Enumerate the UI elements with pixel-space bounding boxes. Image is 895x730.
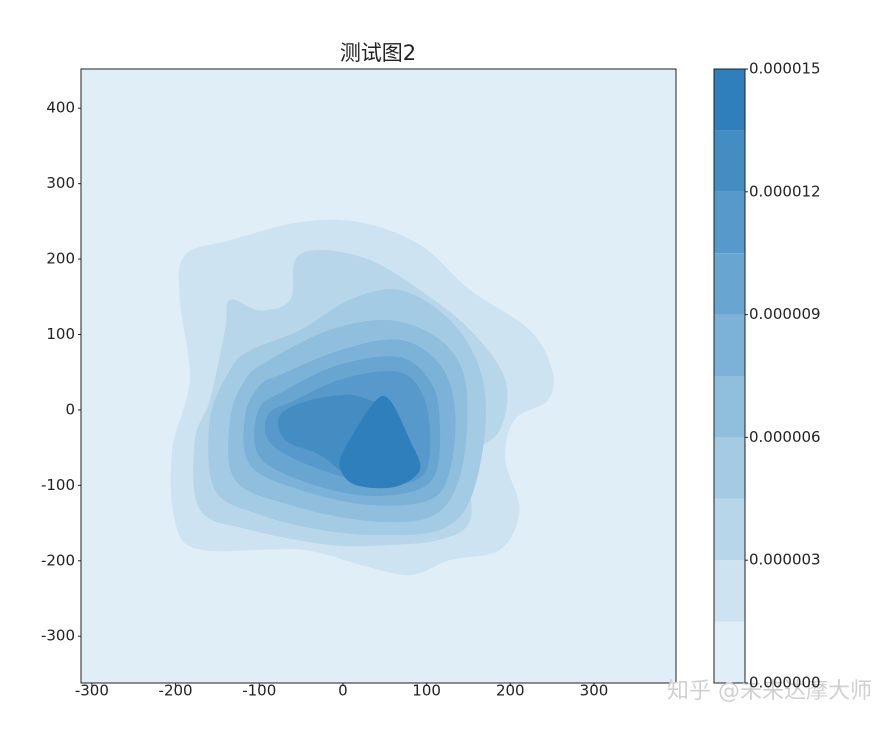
x-tick-label: -200 xyxy=(159,682,193,700)
colorbar-tick-label: 0.000012 xyxy=(749,182,821,200)
y-tick-label: 100 xyxy=(46,325,75,343)
colorbar-band xyxy=(714,191,745,254)
x-tick-label: 0 xyxy=(338,682,348,700)
colorbar-band xyxy=(714,314,745,376)
colorbar-band xyxy=(714,621,745,683)
x-tick-label: -100 xyxy=(242,682,276,700)
colorbar-band xyxy=(714,69,745,131)
colorbar-band xyxy=(714,253,745,315)
colorbar-band xyxy=(714,560,745,622)
colorbar-frame xyxy=(713,68,746,684)
y-tick-label: 0 xyxy=(65,400,75,418)
colorbar-band xyxy=(714,376,745,438)
chart-title: 测试图2 xyxy=(340,41,416,65)
axes-frame xyxy=(80,68,677,684)
colorbar-tick-label: 0.000006 xyxy=(749,428,821,446)
x-tick-label: -300 xyxy=(75,682,109,700)
colorbar-band xyxy=(714,498,745,561)
colorbar-tick-label: 0.000000 xyxy=(749,674,821,692)
x-tick-label: 200 xyxy=(496,682,525,700)
contour-region xyxy=(339,395,421,489)
x-tick-label: 100 xyxy=(412,682,441,700)
colorbar-tick-label: 0.000015 xyxy=(749,60,821,78)
colorbar-band xyxy=(714,437,745,499)
colorbar-tick-label: 0.000009 xyxy=(749,305,821,323)
colorbar-band xyxy=(714,130,745,192)
colorbar xyxy=(714,69,745,683)
y-tick-label: 400 xyxy=(46,99,75,117)
y-tick-label: 300 xyxy=(46,174,75,192)
y-tick-label: -200 xyxy=(41,551,75,569)
y-tick-label: -100 xyxy=(41,476,75,494)
plot-area xyxy=(81,69,676,683)
y-tick-label: 200 xyxy=(46,250,75,268)
watermark: 知乎 @未来达摩大师 xyxy=(667,679,872,704)
y-tick-label: -300 xyxy=(41,627,75,645)
colorbar-tick-label: 0.000003 xyxy=(749,551,821,569)
x-tick-label: 300 xyxy=(580,682,609,700)
